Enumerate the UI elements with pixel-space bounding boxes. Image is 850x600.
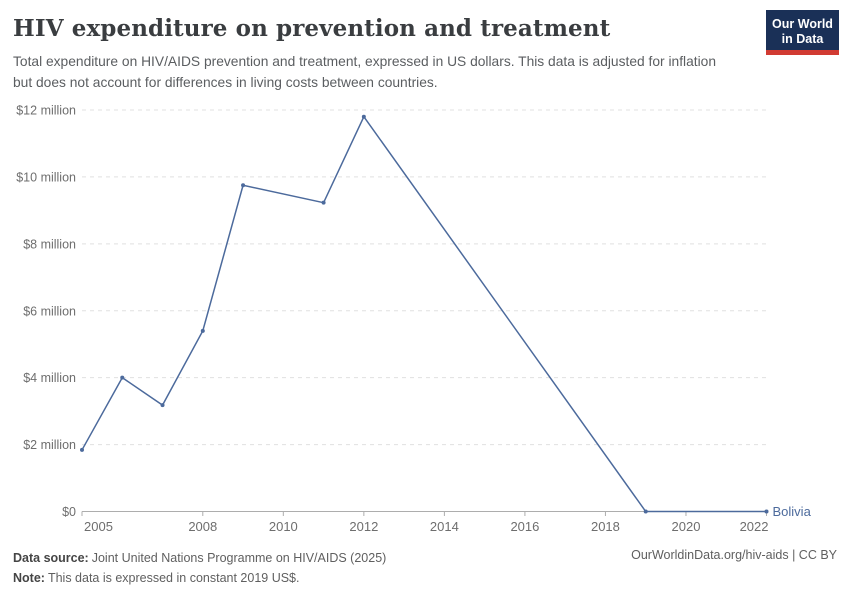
- chart-footer: Data source: Joint United Nations Program…: [13, 548, 386, 588]
- datasource-label: Data source:: [13, 551, 89, 565]
- data-point[interactable]: [361, 114, 366, 119]
- datasource-text: Joint United Nations Programme on HIV/AI…: [91, 551, 387, 565]
- y-axis-label: $10 million: [16, 170, 76, 184]
- data-point[interactable]: [643, 509, 648, 514]
- datasource-line: Data source: Joint United Nations Program…: [13, 548, 386, 568]
- data-point[interactable]: [321, 200, 326, 205]
- owid-logo-line1: Our World: [772, 17, 833, 31]
- y-axis-label: $2 million: [23, 438, 76, 452]
- x-axis-label: 2018: [591, 519, 620, 534]
- data-point[interactable]: [160, 403, 165, 408]
- data-point[interactable]: [764, 509, 769, 514]
- x-axis-label: 2020: [672, 519, 701, 534]
- owid-logo-line2: in Data: [781, 32, 824, 46]
- data-point[interactable]: [80, 447, 84, 452]
- license-link[interactable]: OurWorldinData.org/hiv-aids | CC BY: [631, 548, 837, 562]
- y-axis-label: $6 million: [23, 304, 76, 318]
- data-point[interactable]: [200, 328, 205, 333]
- series-label[interactable]: Bolivia: [773, 504, 812, 519]
- owid-logo-red-bar: [766, 50, 839, 55]
- x-axis-label: 2012: [349, 519, 378, 534]
- page-title: HIV expenditure on prevention and treatm…: [13, 15, 611, 42]
- note-text: This data is expressed in constant 2019 …: [47, 571, 300, 585]
- x-axis-label: 2016: [510, 519, 539, 534]
- series-line[interactable]: [81, 115, 767, 513]
- x-axis-label: 2008: [188, 519, 217, 534]
- chart-subtitle: Total expenditure on HIV/AIDS prevention…: [13, 54, 717, 90]
- x-axis-label: 2014: [430, 519, 459, 534]
- y-axis-label: $12 million: [16, 104, 76, 118]
- x-axis-label: 2022: [740, 519, 769, 534]
- note-line: Note: This data is expressed in constant …: [13, 568, 386, 588]
- y-axis-label: $0: [62, 505, 76, 519]
- owid-logo[interactable]: Our World in Data: [766, 10, 839, 55]
- y-axis-label: $8 million: [23, 237, 76, 251]
- y-axis-label: $4 million: [23, 371, 76, 385]
- x-axis-label: 2005: [84, 519, 113, 534]
- data-point[interactable]: [241, 183, 246, 188]
- x-axis-label: 2010: [269, 519, 298, 534]
- data-point[interactable]: [120, 375, 125, 380]
- note-label: Note:: [13, 571, 45, 585]
